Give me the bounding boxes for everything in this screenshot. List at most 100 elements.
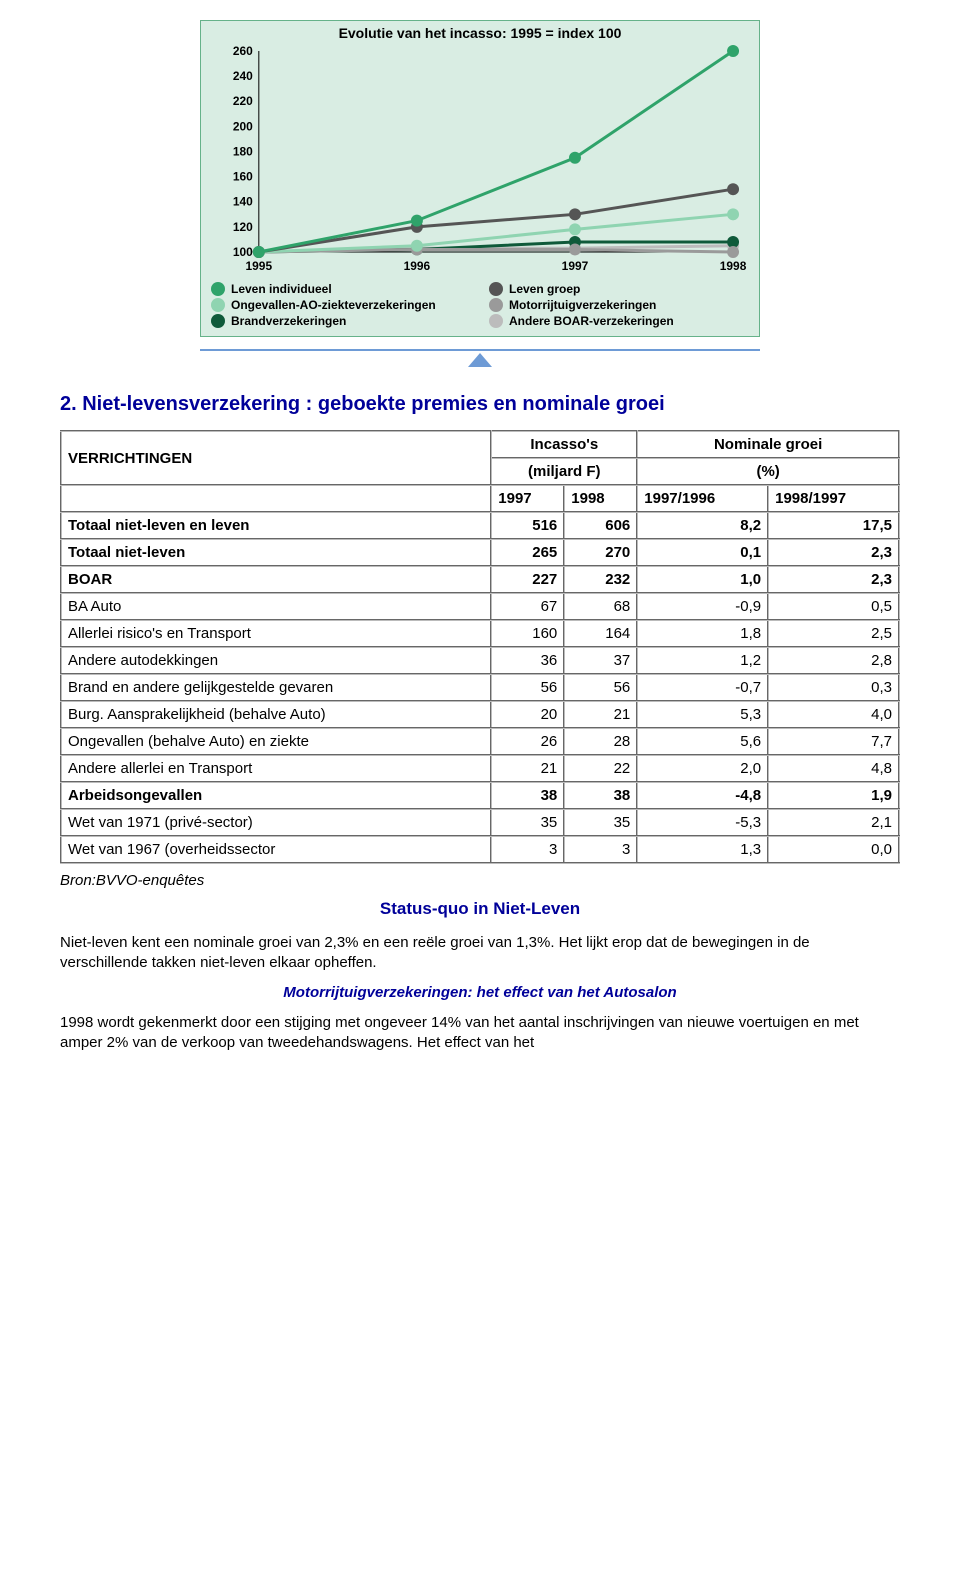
legend-item: Andere BOAR-verzekeringen xyxy=(489,314,749,328)
legend-item: Leven groep xyxy=(489,282,749,296)
table-unit-incasso: (miljard F) xyxy=(491,458,637,485)
legend-label: Ongevallen-AO-ziekteverzekeringen xyxy=(231,298,436,312)
table-cell: Ongevallen (behalve Auto) en ziekte xyxy=(61,728,491,755)
table-cell: BOAR xyxy=(61,566,491,593)
table-cell: 8,2 xyxy=(637,512,768,539)
legend-item: Brandverzekeringen xyxy=(211,314,471,328)
legend-marker-icon xyxy=(489,298,503,312)
svg-text:1998: 1998 xyxy=(720,259,747,273)
table-cell: 56 xyxy=(491,674,564,701)
table-cell: 35 xyxy=(564,809,637,836)
table-year-1998-1997: 1998/1997 xyxy=(768,485,899,512)
svg-text:200: 200 xyxy=(233,119,253,133)
chart-title: Evolutie van het incasso: 1995 = index 1… xyxy=(201,21,759,43)
table-cell: 2,5 xyxy=(768,620,899,647)
table-col-verrichtingen: VERRICHTINGEN xyxy=(61,431,491,485)
legend-label: Leven groep xyxy=(509,282,580,296)
svg-text:160: 160 xyxy=(233,170,253,184)
table-cell: Andere allerlei en Transport xyxy=(61,755,491,782)
table-cell: 5,3 xyxy=(637,701,768,728)
table-cell: Allerlei risico's en Transport xyxy=(61,620,491,647)
table-row: Allerlei risico's en Transport1601641,82… xyxy=(61,620,899,647)
table-cell: 35 xyxy=(491,809,564,836)
table-cell: 0,5 xyxy=(768,593,899,620)
legend-label: Motorrijtuigverzekeringen xyxy=(509,298,656,312)
table-year-1998: 1998 xyxy=(564,485,637,512)
svg-text:1996: 1996 xyxy=(404,259,431,273)
table-cell: Andere autodekkingen xyxy=(61,647,491,674)
table-cell: -0,7 xyxy=(637,674,768,701)
svg-text:220: 220 xyxy=(233,94,253,108)
table-row: Totaal niet-leven2652700,12,3 xyxy=(61,539,899,566)
legend-marker-icon xyxy=(211,314,225,328)
table-cell: 3 xyxy=(564,836,637,863)
table-cell: 20 xyxy=(491,701,564,728)
premies-table: VERRICHTINGEN Incasso's Nominale groei (… xyxy=(60,430,900,864)
table-cell: 4,0 xyxy=(768,701,899,728)
svg-text:1995: 1995 xyxy=(246,259,273,273)
table-cell: 3 xyxy=(491,836,564,863)
table-cell: 17,5 xyxy=(768,512,899,539)
legend-marker-icon xyxy=(211,298,225,312)
table-cell: -0,9 xyxy=(637,593,768,620)
table-cell: 5,6 xyxy=(637,728,768,755)
table-row: Wet van 1971 (privé-sector)3535-5,32,1 xyxy=(61,809,899,836)
table-year-1997: 1997 xyxy=(491,485,564,512)
table-cell: -5,3 xyxy=(637,809,768,836)
table-row: Wet van 1967 (overheidssector331,30,0 xyxy=(61,836,899,863)
table-cell: 0,1 xyxy=(637,539,768,566)
legend-marker-icon xyxy=(489,282,503,296)
table-cell: -4,8 xyxy=(637,782,768,809)
legend-label: Leven individueel xyxy=(231,282,332,296)
table-cell: Arbeidsongevallen xyxy=(61,782,491,809)
legend-marker-icon xyxy=(489,314,503,328)
table-cell: 160 xyxy=(491,620,564,647)
table-cell: 4,8 xyxy=(768,755,899,782)
table-cell: Wet van 1971 (privé-sector) xyxy=(61,809,491,836)
table-cell: 265 xyxy=(491,539,564,566)
subsubsection-heading: Motorrijtuigverzekeringen: het effect va… xyxy=(60,984,900,1001)
table-cell: 1,3 xyxy=(637,836,768,863)
table-cell: 21 xyxy=(491,755,564,782)
table-col-nominale: Nominale groei xyxy=(637,431,899,458)
table-cell: 67 xyxy=(491,593,564,620)
table-row: Andere allerlei en Transport21222,04,8 xyxy=(61,755,899,782)
table-row: Ongevallen (behalve Auto) en ziekte26285… xyxy=(61,728,899,755)
table-cell: 37 xyxy=(564,647,637,674)
table-cell: 2,1 xyxy=(768,809,899,836)
table-cell: 0,3 xyxy=(768,674,899,701)
legend-label: Brandverzekeringen xyxy=(231,314,346,328)
table-row: Andere autodekkingen36371,22,8 xyxy=(61,647,899,674)
paragraph-2: 1998 wordt gekenmerkt door een stijging … xyxy=(60,1013,900,1054)
table-cell: 28 xyxy=(564,728,637,755)
table-year-1997-1996: 1997/1996 xyxy=(637,485,768,512)
table-cell: 2,0 xyxy=(637,755,768,782)
table-cell: 0,0 xyxy=(768,836,899,863)
table-cell: 1,8 xyxy=(637,620,768,647)
legend-item: Leven individueel xyxy=(211,282,471,296)
table-cell: 232 xyxy=(564,566,637,593)
svg-text:100: 100 xyxy=(233,245,253,259)
incasso-evolution-chart: Evolutie van het incasso: 1995 = index 1… xyxy=(200,20,760,337)
legend-marker-icon xyxy=(211,282,225,296)
table-col-incasso: Incasso's xyxy=(491,431,637,458)
svg-text:120: 120 xyxy=(233,220,253,234)
table-cell: 68 xyxy=(564,593,637,620)
table-row: Arbeidsongevallen3838-4,81,9 xyxy=(61,782,899,809)
table-cell: Totaal niet-leven en leven xyxy=(61,512,491,539)
legend-item: Motorrijtuigverzekeringen xyxy=(489,298,749,312)
table-row: BOAR2272321,02,3 xyxy=(61,566,899,593)
paragraph-1: Niet-leven kent een nominale groei van 2… xyxy=(60,933,900,974)
table-cell: 606 xyxy=(564,512,637,539)
table-cell: Burg. Aansprakelijkheid (behalve Auto) xyxy=(61,701,491,728)
table-cell: 56 xyxy=(564,674,637,701)
table-cell: BA Auto xyxy=(61,593,491,620)
table-row: BA Auto6768-0,90,5 xyxy=(61,593,899,620)
svg-text:1997: 1997 xyxy=(562,259,589,273)
table-cell: 22 xyxy=(564,755,637,782)
table-cell: 1,9 xyxy=(768,782,899,809)
svg-text:180: 180 xyxy=(233,144,253,158)
svg-text:260: 260 xyxy=(233,44,253,58)
table-cell: 2,3 xyxy=(768,539,899,566)
table-cell: 26 xyxy=(491,728,564,755)
